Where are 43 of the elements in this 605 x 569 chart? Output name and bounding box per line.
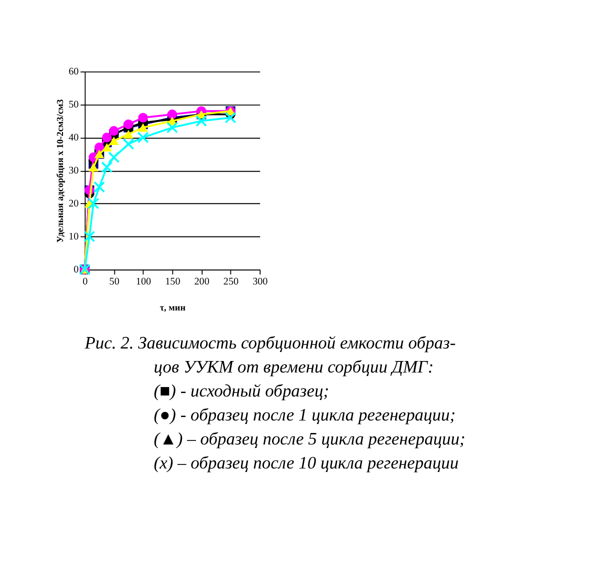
point: [102, 143, 112, 152]
point: [88, 162, 98, 172]
point: [166, 122, 178, 134]
point: [94, 142, 104, 152]
text: (■) - исходный образец;: [154, 380, 330, 401]
point: [137, 132, 149, 144]
x-tick-label: 0: [82, 276, 88, 288]
text: (▲) – образец после 5 цикла регенерации;: [154, 428, 466, 448]
y-axis-title: Удельная адсорбция х 10-2см3/см3: [55, 98, 66, 243]
y-tick-label: 30: [68, 166, 79, 177]
x-tick-label: 150: [165, 276, 180, 288]
point: [167, 110, 178, 120]
point: [124, 130, 134, 138]
text: (x) – образец после 10 цикла регенерации: [154, 452, 459, 472]
y-tick-label: 40: [68, 132, 79, 144]
x-tick-label: 300: [252, 276, 268, 288]
point: [138, 112, 148, 122]
x-tick-label: 100: [136, 276, 152, 288]
y-tick-label: 60: [68, 66, 79, 78]
point: [109, 126, 119, 136]
point: [122, 138, 134, 150]
point: [84, 230, 96, 242]
text: Рис. 2. Зависимость сорбционной емкости образ-: [84, 332, 456, 353]
x-axis-title: τ, мин: [160, 302, 186, 312]
x-tick-label: 50: [109, 276, 120, 288]
point: [224, 112, 236, 124]
text: цов УУКМ от времени сорбции ДМГ:: [154, 356, 434, 377]
point: [94, 181, 106, 193]
y-tick-label: 50: [68, 100, 79, 111]
point: [138, 123, 148, 132]
y-tick-label: 0: [74, 264, 79, 276]
point: [102, 132, 112, 142]
point: [101, 161, 113, 173]
x-tick-label: 250: [223, 276, 239, 288]
x-tick-label: 200: [194, 276, 210, 288]
point: [196, 115, 208, 127]
text: (●) - образец после 1 цикла регенерации;: [154, 404, 456, 424]
point: [109, 136, 119, 145]
point: [124, 119, 134, 130]
y-tick-label: 20: [68, 198, 79, 210]
y-tick-label: 10: [68, 232, 79, 243]
point: [88, 198, 100, 210]
point: [108, 152, 120, 164]
